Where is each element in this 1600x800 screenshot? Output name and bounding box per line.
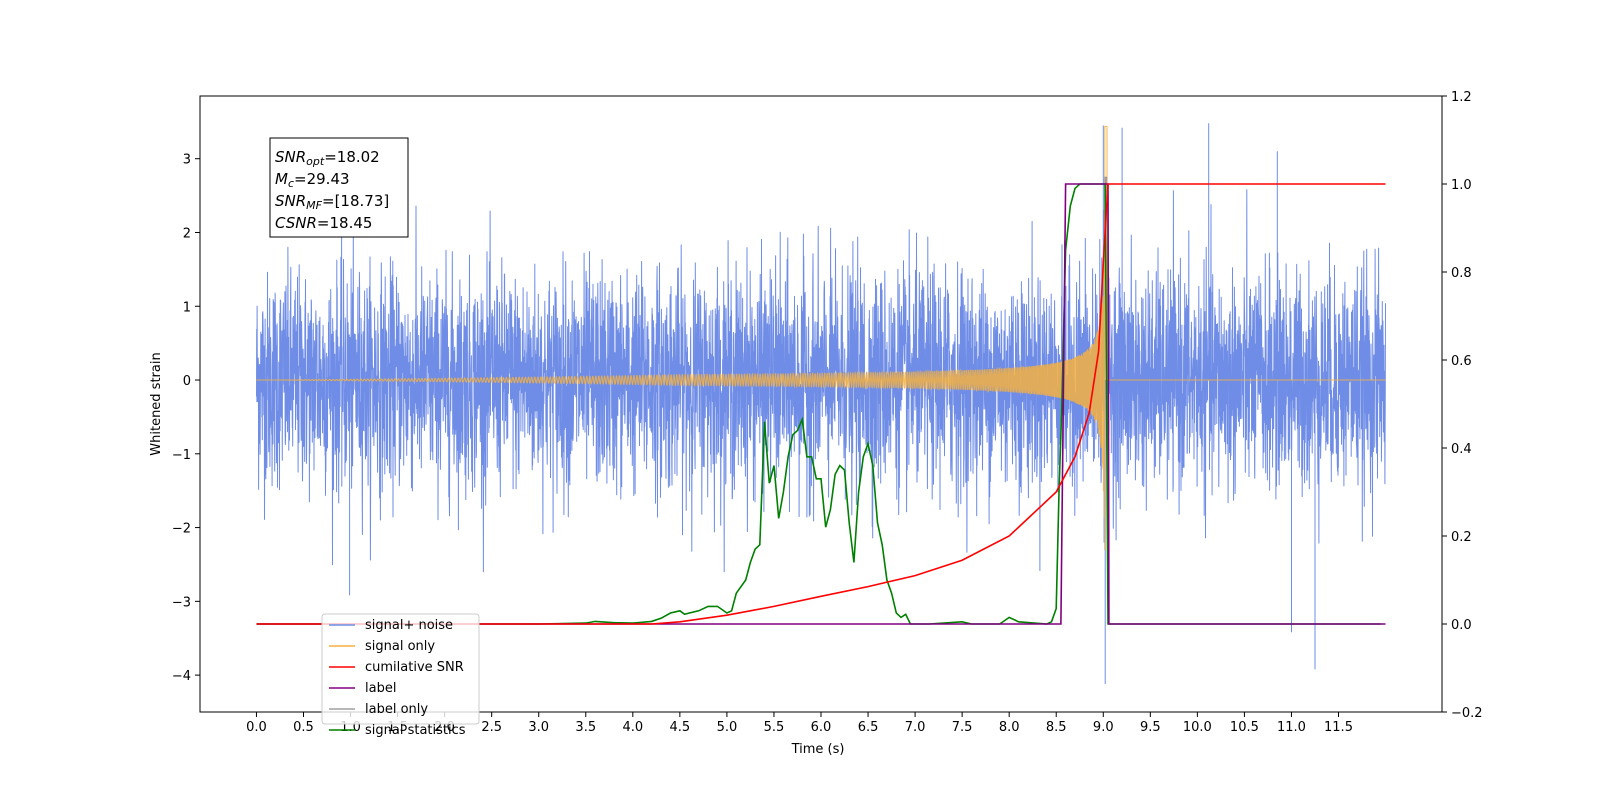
y-left-tick-label: −2 [172, 522, 191, 537]
x-tick-label: 4.5 [670, 720, 691, 735]
legend-label: signal only [365, 639, 435, 654]
legend-label: label [365, 681, 396, 696]
x-tick-label: 7.5 [952, 720, 973, 735]
csnr-text: CSNR=18.45 [275, 214, 372, 232]
x-tick-label: 7.0 [905, 720, 926, 735]
series-cumilative-snr [256, 183, 1386, 625]
series-signal-statistics [256, 183, 1381, 625]
series-signal-only [256, 125, 1386, 551]
y-left-tick-label: −3 [172, 595, 191, 610]
x-axis: 0.0 0.5 1.0 1.5 2.0 2.5 3.0 3.5 4.0 4.5 5.0 5.5 6.0 6… [246, 712, 1353, 735]
x-axis-label: Time (s) [791, 742, 845, 757]
x-tick-label: 10.0 [1183, 720, 1212, 735]
x-tick-label: 5.0 [717, 720, 738, 735]
y-right-tick-label: 0.4 [1451, 442, 1472, 457]
x-tick-label: 9.5 [1140, 720, 1161, 735]
x-tick-label: 4.0 [622, 720, 643, 735]
y-axis-left: 3 2 1 0 −1 −2 −3 −4 [172, 153, 200, 684]
x-tick-label: 5.5 [764, 720, 785, 735]
y-right-tick-label: 0.6 [1451, 354, 1472, 369]
x-tick-label: 0.5 [293, 720, 314, 735]
legend: signal+ noise signal only cumilative SNR la… [321, 613, 480, 738]
y-right-tick-label: 0.2 [1451, 530, 1472, 545]
y-left-tick-label: −4 [172, 669, 191, 684]
legend-label: cumilative SNR [365, 660, 464, 675]
snr-mf-text: SNRMF=[18.73] [275, 192, 389, 212]
mc-text: Mc=29.43 [275, 170, 350, 190]
legend-label: signal statistics [365, 723, 466, 738]
y-right-tick-label: 1.0 [1451, 178, 1472, 193]
y-left-tick-label: 3 [183, 153, 191, 168]
snr-opt-text: SNRopt=18.02 [275, 148, 380, 168]
y-axis-left-label: Whitened strain [149, 352, 164, 455]
x-tick-label: 6.0 [811, 720, 832, 735]
y-left-tick-label: −1 [172, 448, 191, 463]
y-left-tick-label: 0 [183, 374, 191, 389]
x-tick-label: 9.0 [1093, 720, 1114, 735]
y-right-tick-label: 0.0 [1451, 618, 1472, 633]
x-tick-label: 6.5 [858, 720, 879, 735]
x-tick-label: 0.0 [246, 720, 267, 735]
y-right-tick-label: 1.2 [1451, 90, 1472, 105]
legend-label: signal+ noise [365, 618, 453, 633]
y-right-tick-label: 0.8 [1451, 266, 1472, 281]
x-tick-label: 2.5 [481, 720, 502, 735]
x-tick-label: 11.5 [1324, 720, 1353, 735]
x-tick-label: 8.5 [1046, 720, 1067, 735]
x-tick-label: 11.0 [1277, 720, 1306, 735]
y-right-tick-label: −0.2 [1451, 706, 1483, 721]
y-axis-right: 1.2 1.0 0.8 0.6 0.4 0.2 0.0 −0.2 [1442, 90, 1483, 721]
y-left-tick-label: 1 [183, 300, 191, 315]
legend-label: label only [365, 702, 428, 717]
x-tick-label: 3.0 [528, 720, 549, 735]
x-tick-label: 3.5 [575, 720, 596, 735]
x-tick-label: 10.5 [1230, 720, 1259, 735]
y-left-tick-label: 2 [183, 226, 191, 241]
series-label [256, 183, 1386, 625]
info-box: SNRopt=18.02 Mc=29.43 SNRMF=[18.73] CSNR… [269, 137, 409, 238]
x-tick-label: 8.0 [999, 720, 1020, 735]
